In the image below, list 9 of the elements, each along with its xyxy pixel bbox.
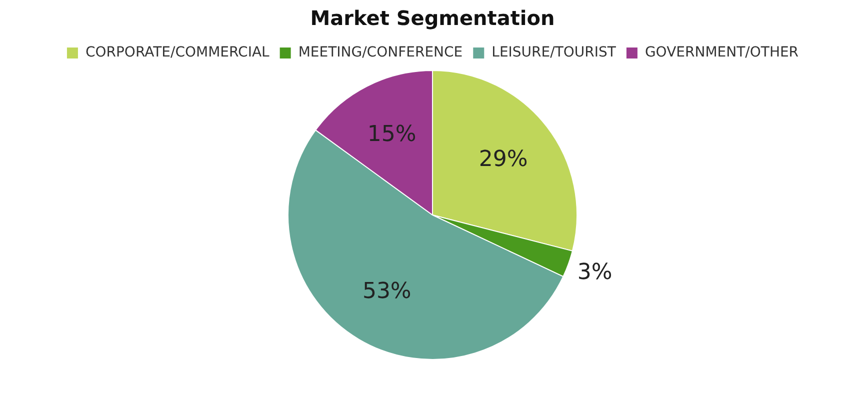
data-label: 3% — [577, 260, 612, 286]
chart-title: Market Segmentation — [310, 6, 555, 30]
data-label: 29% — [478, 146, 528, 172]
data-label: 53% — [362, 278, 412, 304]
legend-label: MEETING/CONFERENCE — [298, 44, 463, 61]
legend-label: LEISURE/TOURIST — [492, 44, 616, 61]
legend-label: GOVERNMENT/OTHER — [644, 44, 799, 61]
data-label: 15% — [367, 122, 416, 147]
legend-label: CORPORATE/COMMERCIAL — [85, 44, 270, 61]
